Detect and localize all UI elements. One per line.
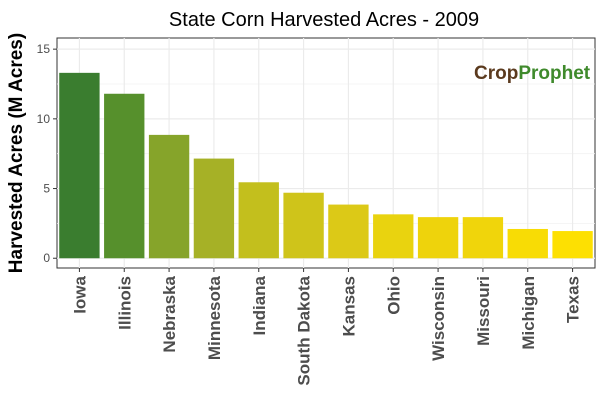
y-tick-label: 0 [43,251,50,265]
bar-iowa [59,72,100,259]
x-tick-label: Kansas [339,276,358,336]
x-tick-label: Nebraska [160,275,179,352]
x-tick-label: Indiana [250,275,269,335]
y-tick-label: 5 [43,182,50,196]
bar-missouri [462,217,504,259]
x-tick-label: Missouri [474,276,493,346]
x-tick-label: Michigan [519,276,538,350]
bar-ohio [373,214,414,259]
y-tick-label: 15 [37,42,51,56]
x-tick-label: Ohio [384,276,403,315]
bar-south-dakota [283,192,324,259]
y-tick-label: 10 [37,112,51,126]
bar-indiana [238,182,279,259]
x-tick-label: Illinois [115,276,134,330]
chart-title: State Corn Harvested Acres - 2009 [169,9,479,31]
crop-prophet-logo: CropProphet [474,63,591,84]
x-tick-label: South Dakota [295,275,314,385]
y-axis-title: Harvested Acres (M Acres) [6,33,27,273]
logo-text: CropProphet [474,63,591,84]
bar-wisconsin [417,217,459,259]
x-tick-label: Wisconsin [429,276,448,361]
bar-nebraska [148,134,190,259]
bar-texas [552,231,593,259]
bar-kansas [328,204,369,259]
y-axis: 0 5 10 15 [37,42,57,265]
bar-illinois [104,93,145,259]
plot-panel [56,37,596,269]
x-axis: Iowa Illinois Nebraska Minnesota Indiana Sout… [70,268,583,386]
bar-minnesota [193,158,235,259]
x-tick-label: Iowa [70,275,89,313]
x-tick-label: Minnesota [205,275,224,360]
x-tick-label: Texas [564,276,583,323]
bars [59,72,593,259]
bar-michigan [507,228,548,259]
